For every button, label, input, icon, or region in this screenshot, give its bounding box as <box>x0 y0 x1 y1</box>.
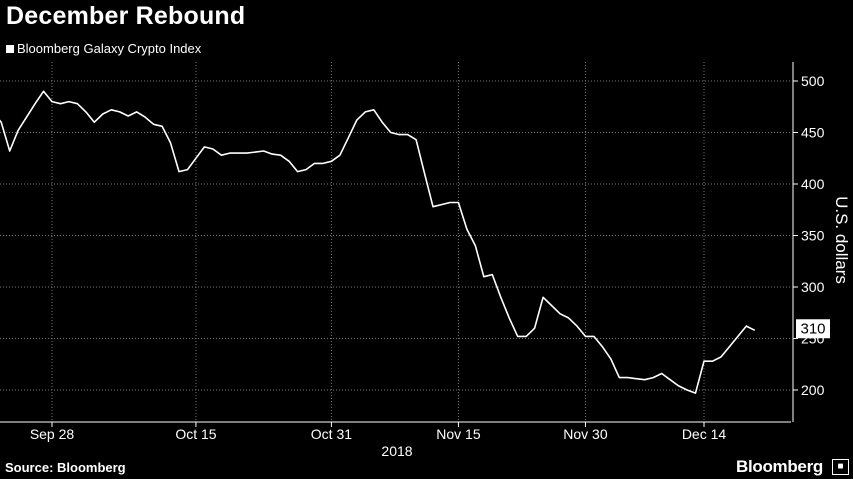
bloomberg-logo: Bloomberg <box>735 457 823 476</box>
y-tick-label: 400 <box>801 176 825 192</box>
x-tick-label: Sep 28 <box>30 426 75 442</box>
last-value-label: 310 <box>796 319 830 339</box>
legend-label: Bloomberg Galaxy Crypto Index <box>17 41 202 56</box>
series-line-galaxy-index <box>0 90 756 394</box>
legend-swatch <box>6 44 14 53</box>
y-axis-label: U.S. dollars <box>832 196 851 284</box>
last-value-box <box>796 319 830 339</box>
chart-title: December Rebound <box>6 2 246 30</box>
y-tick-label: 300 <box>801 279 825 295</box>
y-tick-label: 350 <box>801 228 825 244</box>
x-tick-label: Nov 15 <box>436 426 481 442</box>
bloomberg-terminal-icon: ■ <box>832 459 849 475</box>
last-value-text: 310 <box>800 320 825 337</box>
y-tick-label: 500 <box>801 73 825 89</box>
source-note: Source: Bloomberg <box>5 460 126 475</box>
x-tick-label: Dec 14 <box>682 426 727 442</box>
grid <box>0 62 791 422</box>
x-tick-label: Oct 31 <box>311 426 352 442</box>
y-tick-label: 200 <box>801 382 825 398</box>
y-tick-label: 450 <box>801 125 825 141</box>
x-tick-label: Nov 30 <box>563 426 608 442</box>
x-ticks: Sep 28 Oct 15 Oct 31 Nov 15 Nov 30 Dec 14 <box>30 422 727 442</box>
x-tick-label: Oct 15 <box>175 426 216 442</box>
x-axis-label: 2018 <box>381 443 412 459</box>
legend: Bloomberg Galaxy Crypto Index <box>6 41 201 56</box>
